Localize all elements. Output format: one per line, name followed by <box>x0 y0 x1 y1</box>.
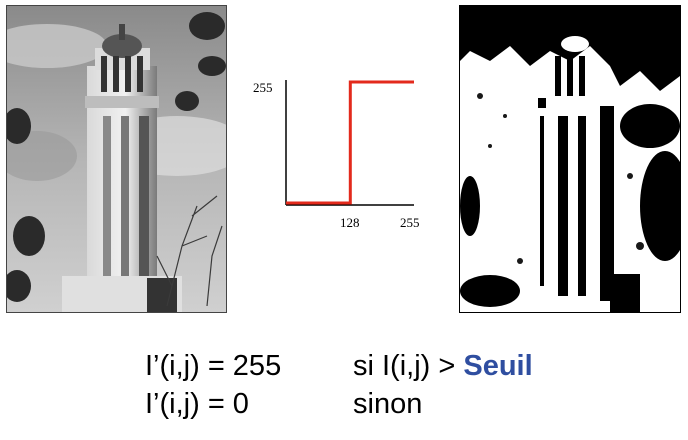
x-tick-255: 255 <box>400 215 420 230</box>
formula-row-2-lhs: I’(i,j) = 0 <box>145 388 249 420</box>
threshold-series-line <box>286 80 414 205</box>
y-tick-255: 255 <box>253 80 273 95</box>
seuil-keyword: Seuil <box>463 350 533 382</box>
threshold-function-chart: 255 128 255 <box>250 72 440 232</box>
formula-row-1-condition: si I(i,j) > <box>353 350 464 382</box>
tower-grayscale-photo <box>6 5 227 313</box>
formula-row-2-rhs: sinon <box>353 388 423 420</box>
formula-row-1-lhs: I’(i,j) = 255 <box>145 350 282 382</box>
tower-binary-photo <box>459 5 681 313</box>
x-tick-128: 128 <box>340 215 360 230</box>
formula-row-1-rhs: si I(i,j) > Seuil <box>353 350 533 383</box>
